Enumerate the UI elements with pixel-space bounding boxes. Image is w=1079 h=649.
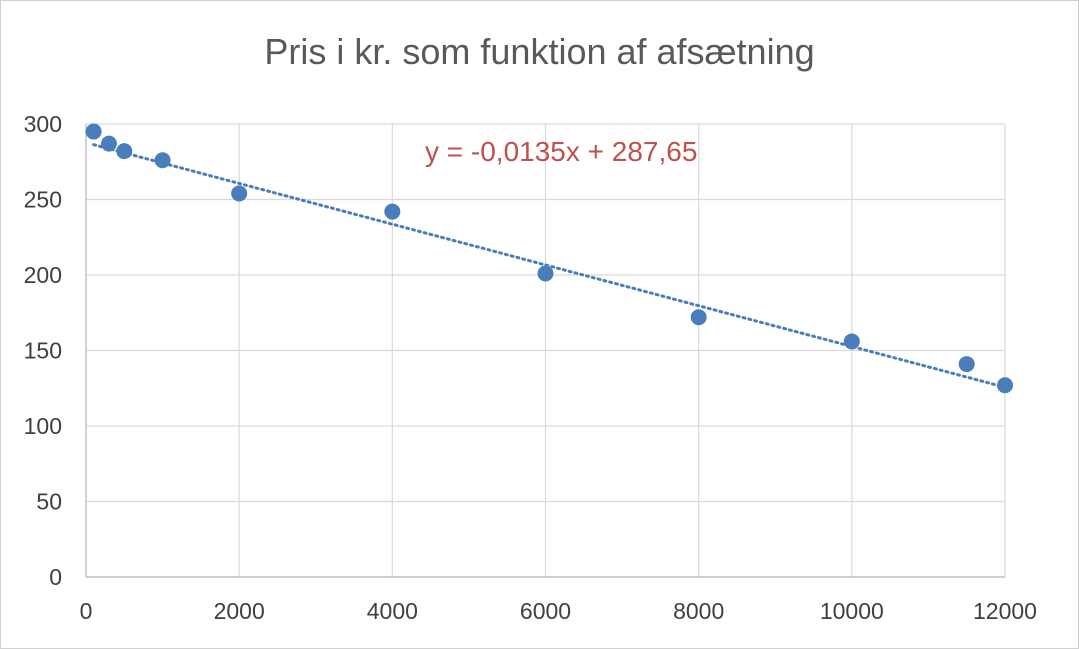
y-tick-label: 300 (24, 111, 62, 137)
trendline-equation: y = -0,0135x + 287,65 (425, 136, 697, 167)
x-tick-label: 8000 (673, 598, 724, 624)
data-point (116, 143, 133, 160)
y-tick-label: 50 (36, 489, 62, 515)
data-point-layer (85, 123, 1013, 394)
data-point (537, 265, 554, 282)
y-tick-label: 200 (24, 262, 62, 288)
data-point (154, 152, 171, 169)
x-tick-label: 2000 (214, 598, 265, 624)
x-tick-label: 0 (80, 598, 93, 624)
data-point (231, 185, 248, 202)
y-tick-label: 0 (49, 564, 62, 590)
grid-layer (86, 123, 1006, 577)
x-tick-label: 10000 (820, 598, 884, 624)
annotation-layer: y = -0,0135x + 287,65 (425, 136, 697, 167)
data-point (100, 135, 117, 152)
data-point (958, 356, 975, 373)
y-tick-label: 250 (24, 187, 62, 213)
y-tick-label: 100 (24, 413, 62, 439)
data-point (690, 309, 707, 326)
data-point (997, 377, 1013, 394)
data-point (384, 203, 401, 220)
x-tick-label: 6000 (520, 598, 571, 624)
chart-title: Pris i kr. som funktion af afsætning (264, 31, 815, 72)
x-tick-label: 12000 (973, 598, 1037, 624)
y-tick-label: 150 (24, 338, 62, 364)
data-point (843, 333, 860, 350)
x-tick-label: 4000 (367, 598, 418, 624)
tick-label-layer: 0 50 100 150 200 250 300 0 2000 4000 6000 8000 10000… (24, 111, 1037, 624)
data-point (85, 123, 102, 140)
axis-layer (85, 124, 1005, 578)
